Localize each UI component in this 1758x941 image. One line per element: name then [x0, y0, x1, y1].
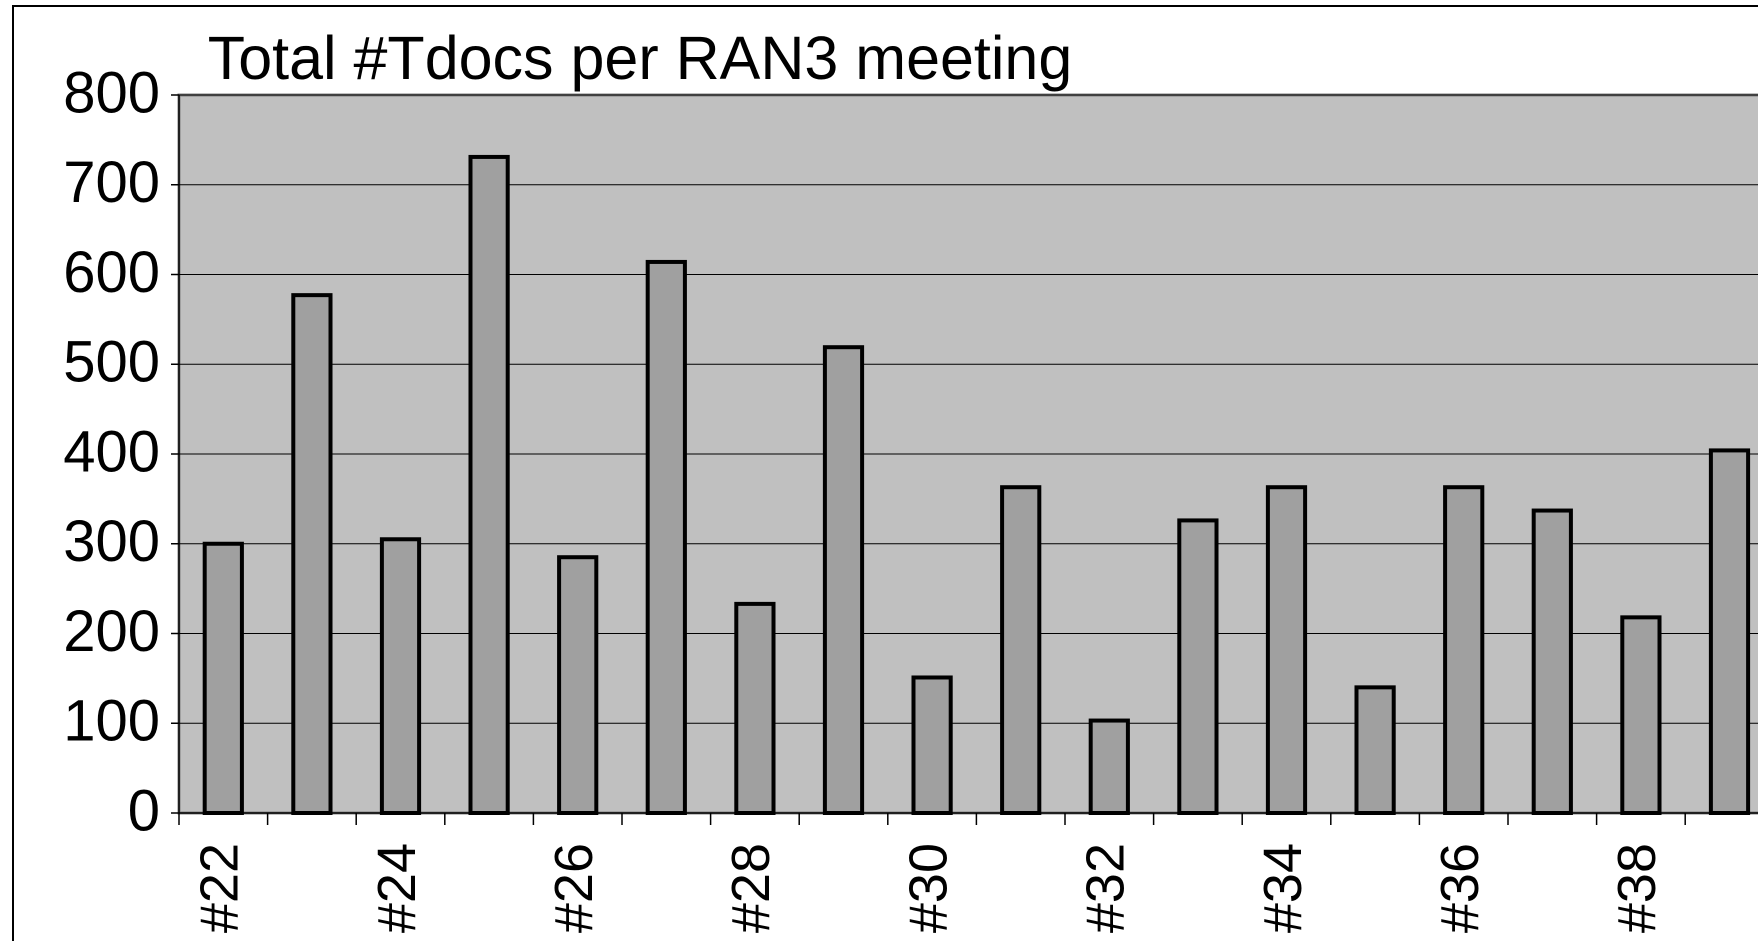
y-tick-label: 300	[63, 509, 160, 574]
y-tick-label: 500	[63, 330, 160, 395]
bar	[557, 555, 599, 816]
x-tick-label: #24	[367, 843, 427, 933]
bar	[1265, 485, 1308, 815]
y-tick-label: 400	[63, 419, 160, 484]
bar	[645, 259, 687, 815]
x-tick-label: #32	[1076, 843, 1136, 933]
bar	[1620, 615, 1662, 815]
bar	[202, 541, 244, 815]
y-tick-label: 700	[63, 150, 160, 215]
x-tick-label: #34	[1253, 843, 1313, 933]
bar	[379, 537, 422, 815]
bar	[468, 154, 510, 816]
bar	[1708, 448, 1751, 815]
x-tick-label: #36	[1430, 843, 1490, 933]
x-tick-label: #38	[1607, 843, 1667, 933]
bar	[1531, 508, 1573, 815]
x-tick-label: #26	[544, 843, 604, 933]
bar	[1088, 718, 1130, 815]
x-tick-label: #30	[898, 843, 958, 933]
x-tick-label: #22	[190, 843, 250, 933]
bar	[1354, 685, 1396, 815]
y-tick-label: 0	[128, 778, 160, 843]
bar	[911, 675, 953, 815]
bar	[1443, 485, 1485, 815]
y-tick-label: 800	[63, 60, 160, 125]
y-tick-label: 200	[63, 599, 160, 664]
bar	[734, 601, 776, 815]
bar	[822, 345, 865, 815]
y-tick-label: 600	[63, 240, 160, 305]
bar	[1000, 485, 1042, 815]
chart-title: Total #Tdocs per RAN3 meeting	[208, 24, 1073, 92]
x-tick-label: #28	[721, 843, 781, 933]
bar	[291, 293, 333, 815]
bar	[1177, 518, 1219, 815]
y-tick-label: 100	[63, 689, 160, 754]
